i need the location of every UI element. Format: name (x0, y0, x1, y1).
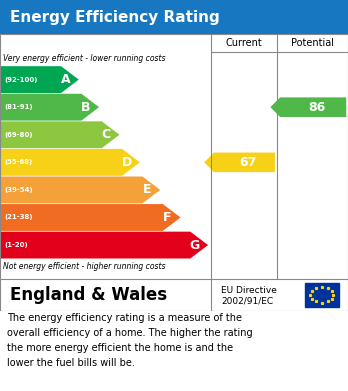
Text: 86: 86 (308, 100, 325, 114)
Polygon shape (0, 231, 208, 258)
Text: (81-91): (81-91) (4, 104, 33, 110)
Polygon shape (270, 97, 346, 117)
Text: (55-68): (55-68) (4, 160, 32, 165)
Text: Potential: Potential (291, 38, 334, 48)
Text: B: B (81, 100, 90, 114)
Polygon shape (0, 94, 99, 120)
Text: 2002/91/EC: 2002/91/EC (221, 296, 273, 305)
Polygon shape (0, 66, 79, 93)
Polygon shape (0, 149, 140, 176)
Text: (21-38): (21-38) (4, 215, 33, 221)
Text: Energy Efficiency Rating: Energy Efficiency Rating (10, 10, 220, 25)
Text: E: E (143, 183, 151, 196)
Text: England & Wales: England & Wales (10, 286, 168, 304)
Text: D: D (121, 156, 132, 169)
Polygon shape (204, 152, 275, 172)
Text: (39-54): (39-54) (4, 187, 33, 193)
Text: (69-80): (69-80) (4, 132, 33, 138)
Polygon shape (0, 121, 119, 148)
Text: The energy efficiency rating is a measure of the
overall efficiency of a home. T: The energy efficiency rating is a measur… (7, 313, 253, 368)
Text: Not energy efficient - higher running costs: Not energy efficient - higher running co… (3, 262, 166, 271)
Text: 67: 67 (239, 156, 256, 169)
Polygon shape (0, 176, 160, 203)
Text: EU Directive: EU Directive (221, 287, 277, 296)
Bar (304, 283, 339, 307)
Text: Very energy efficient - lower running costs: Very energy efficient - lower running co… (3, 54, 166, 63)
Text: A: A (61, 73, 70, 86)
Polygon shape (0, 204, 181, 231)
Text: (92-100): (92-100) (4, 77, 38, 83)
Text: Current: Current (225, 38, 262, 48)
Text: C: C (102, 128, 111, 141)
Text: G: G (190, 239, 200, 251)
Text: F: F (163, 211, 172, 224)
Text: (1-20): (1-20) (4, 242, 28, 248)
